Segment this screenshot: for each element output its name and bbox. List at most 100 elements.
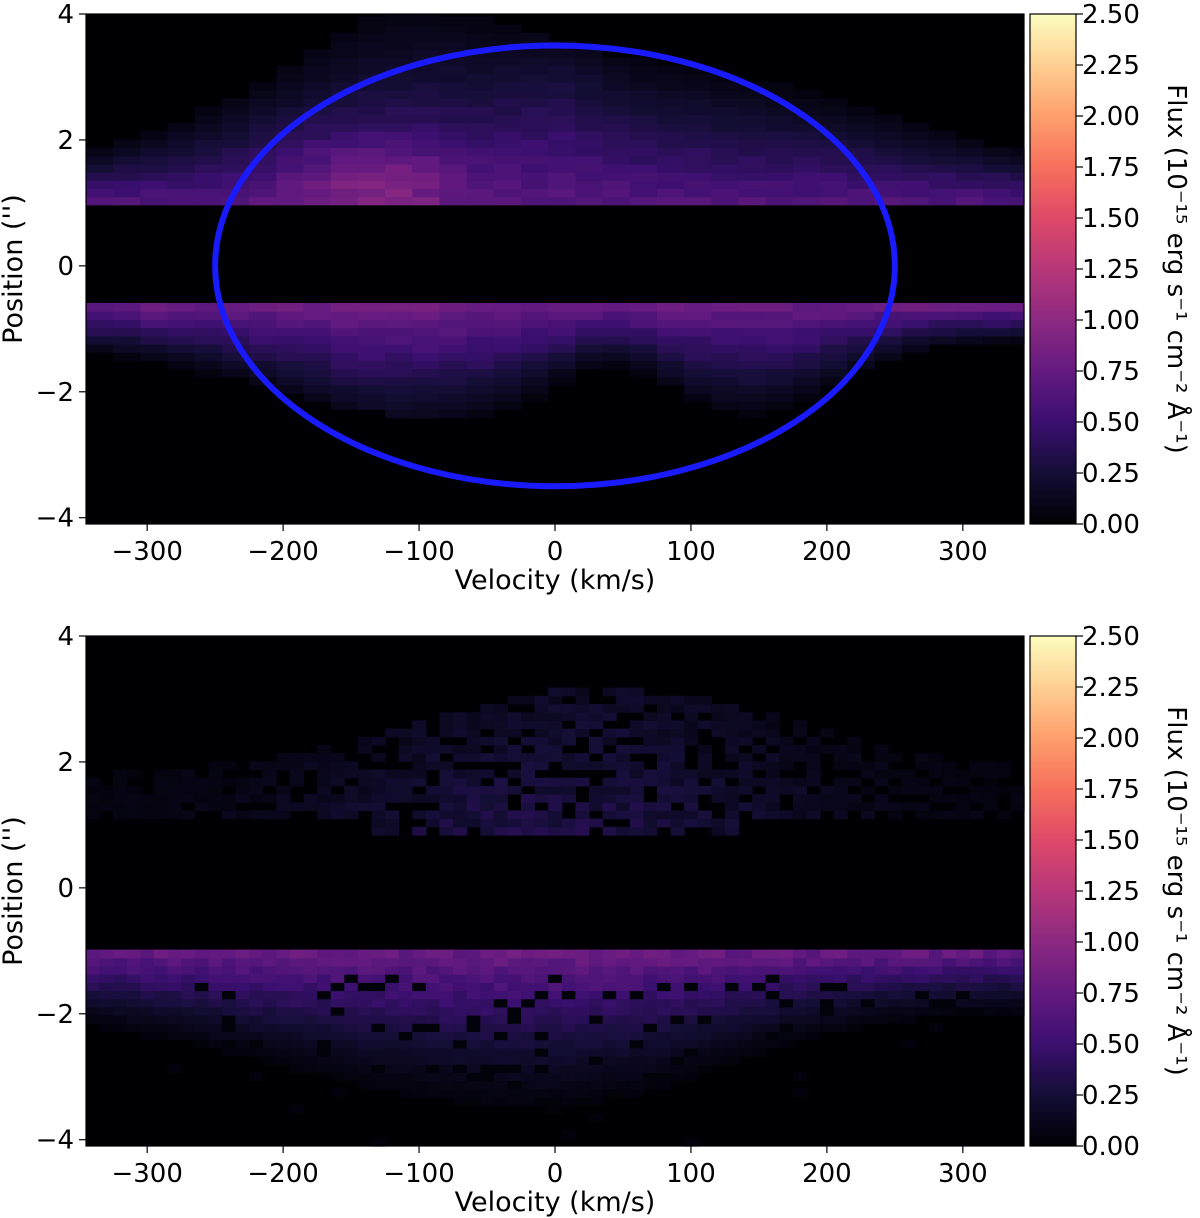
heatmap-cell <box>657 745 671 754</box>
heatmap-cell <box>127 786 141 795</box>
heatmap-cell <box>1010 336 1024 345</box>
heatmap-cell <box>195 1023 209 1032</box>
heatmap-cell <box>548 794 562 803</box>
heatmap-cell <box>535 761 549 770</box>
heatmap-cell <box>793 990 807 999</box>
heatmap-cell <box>331 303 359 312</box>
heatmap-cell <box>739 1015 753 1024</box>
heatmap-cell <box>739 172 767 181</box>
heatmap-cell <box>834 745 848 754</box>
heatmap-cell <box>494 328 522 337</box>
heatmap-cell <box>657 966 671 975</box>
heatmap-cell <box>249 974 263 983</box>
heatmap-cell <box>575 819 589 828</box>
heatmap-cell <box>657 696 671 705</box>
heatmap-cell <box>548 197 576 206</box>
heatmap-cell <box>494 1097 508 1106</box>
heatmap-cell <box>521 753 535 762</box>
heatmap-cell <box>371 1023 385 1032</box>
heatmap-cell <box>331 769 345 778</box>
heatmap-cell <box>630 688 644 697</box>
heatmap-cell <box>562 990 576 999</box>
heatmap-cell <box>168 802 182 811</box>
heatmap-cell <box>589 1072 603 1081</box>
heatmap-cell <box>657 303 685 312</box>
heatmap-cell <box>385 385 413 394</box>
heatmap-cell <box>739 139 767 148</box>
heatmap-cell <box>290 802 304 811</box>
heatmap-cell <box>793 950 807 959</box>
heatmap-cell <box>603 197 631 206</box>
heatmap-cell <box>263 990 277 999</box>
heatmap-cell <box>589 966 603 975</box>
heatmap-cell <box>793 974 807 983</box>
heatmap-cell <box>820 794 834 803</box>
heatmap-cell <box>711 115 739 124</box>
heatmap-cell <box>439 344 467 353</box>
heatmap-cell <box>222 950 236 959</box>
heatmap-cell <box>86 180 114 189</box>
heatmap-cell <box>603 336 631 345</box>
heatmap-cell <box>385 123 413 132</box>
top-x-ticks: −300 −200 −100 0 100 200 300 <box>111 524 987 567</box>
heatmap-cell <box>603 958 617 967</box>
heatmap-cell <box>535 712 549 721</box>
heatmap-cell <box>834 786 848 795</box>
heatmap-cell <box>467 17 495 26</box>
heatmap-cell <box>575 1048 589 1057</box>
heatmap-cell <box>358 123 386 132</box>
heatmap-cell <box>589 990 603 999</box>
heatmap-cell <box>657 172 685 181</box>
heatmap-cell <box>494 156 522 165</box>
heatmap-cell <box>535 958 549 967</box>
heatmap-cell <box>861 999 875 1008</box>
heatmap-cell <box>766 761 780 770</box>
heatmap-cell <box>467 115 495 124</box>
heatmap-cell <box>208 1040 222 1049</box>
heatmap-cell <box>603 778 617 787</box>
heatmap-cell <box>725 753 739 762</box>
heatmap-cell <box>820 328 848 337</box>
heatmap-cell <box>888 1015 902 1024</box>
heatmap-cell <box>358 786 372 795</box>
heatmap-cell <box>766 131 794 140</box>
heatmap-cell <box>548 688 562 697</box>
heatmap-cell <box>847 958 861 967</box>
heatmap-cell <box>684 1040 698 1049</box>
heatmap-cell <box>249 188 277 197</box>
heatmap-cell <box>181 1031 195 1040</box>
heatmap-cell <box>86 1007 100 1016</box>
x-tick-label: 200 <box>802 537 852 567</box>
heatmap-cell <box>766 311 794 320</box>
x-tick-label: −300 <box>111 1159 182 1189</box>
heatmap-cell <box>399 753 413 762</box>
heatmap-cell <box>915 761 929 770</box>
heatmap-cell <box>766 82 794 91</box>
heatmap-cell <box>630 360 658 369</box>
heatmap-cell <box>276 344 304 353</box>
heatmap-cell <box>195 802 209 811</box>
heatmap-cell <box>847 139 875 148</box>
heatmap-cell <box>997 974 1011 983</box>
heatmap-cell <box>86 1015 100 1024</box>
heatmap-cell <box>793 810 807 819</box>
heatmap-cell <box>725 802 739 811</box>
heatmap-cell <box>630 115 658 124</box>
heatmap-cell <box>399 786 413 795</box>
heatmap-cell <box>970 769 984 778</box>
heatmap-cell <box>385 172 413 181</box>
heatmap-cell <box>806 950 820 959</box>
heatmap-cell <box>684 1056 698 1065</box>
heatmap-cell <box>874 761 888 770</box>
heatmap-cell <box>548 303 576 312</box>
heatmap-cell <box>603 1015 617 1024</box>
heatmap-cell <box>711 1031 725 1040</box>
heatmap-cell <box>616 729 630 738</box>
heatmap-cell <box>793 729 807 738</box>
heatmap-cell <box>902 344 930 353</box>
heatmap-cell <box>888 802 902 811</box>
heatmap-cell <box>181 982 195 991</box>
heatmap-cell <box>929 319 957 328</box>
heatmap-cell <box>983 303 1011 312</box>
heatmap-cell <box>603 974 617 983</box>
